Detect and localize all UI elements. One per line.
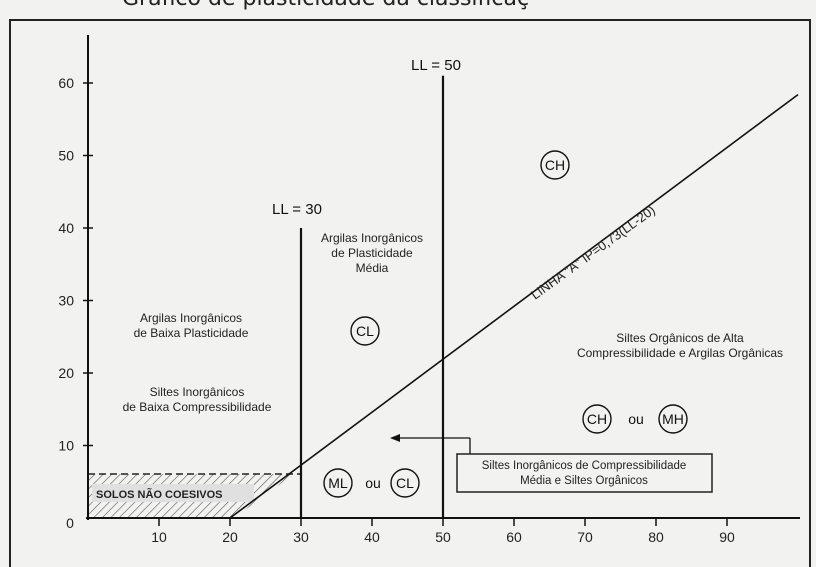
callout-line2: Média e Siltes Orgânicos xyxy=(520,475,648,487)
ch-circle-right xyxy=(582,404,612,434)
region-medium-clay-line2: de Plasticidade xyxy=(331,246,413,260)
ch-circle-top xyxy=(540,150,570,180)
ml-circle xyxy=(323,468,353,498)
y-tick-label: 10 xyxy=(58,438,74,454)
region-high-organic: Siltes Orgânicos de Alta Compressibilida… xyxy=(577,331,783,360)
y-tick-label: 40 xyxy=(58,220,74,236)
ll30-label: LL = 30 xyxy=(272,201,322,218)
x-tick-label: 0 xyxy=(66,515,74,531)
region-low-silt-line2: de Baixa Compressibilidade xyxy=(123,400,272,414)
non-cohesive-label: SOLOS NÃO COESIVOS xyxy=(96,488,223,501)
y-tick-label: 50 xyxy=(58,148,74,164)
non-cohesive-label-bg xyxy=(92,484,254,502)
callout-arrowhead xyxy=(390,434,400,442)
page-title: Gráfico de plasticidade da classificaç xyxy=(122,0,529,11)
cl-circle-mid xyxy=(350,316,380,346)
x-tick-label: 10 xyxy=(151,529,167,545)
cl-symbol-mid: CL xyxy=(356,323,374,339)
region-high-organic-line2: Compressibilidade e Argilas Orgânicas xyxy=(577,346,783,360)
x-tick-label: 20 xyxy=(222,529,238,545)
region-medium-clay-line1: Argilas Inorgânicos xyxy=(321,231,423,245)
a-line xyxy=(229,93,799,519)
cl-symbol-low: CL xyxy=(396,475,414,491)
x-tick-label: 60 xyxy=(506,529,522,545)
ou-text-low: ou xyxy=(365,475,381,491)
ll50-label: LL = 50 xyxy=(411,57,461,74)
x-tick-label: 50 xyxy=(435,529,451,545)
region-medium-clay: Argilas Inorgânicos de Plasticidade Médi… xyxy=(321,231,423,275)
y-tick-label: 20 xyxy=(58,365,74,381)
region-low-silt-line1: Siltes Inorgânicos xyxy=(150,385,245,399)
ch-symbol-right: CH xyxy=(587,411,607,427)
region-low-silt: Siltes Inorgânicos de Baixa Compressibil… xyxy=(123,385,272,414)
region-low-clay-line2: de Baixa Plasticidade xyxy=(134,326,249,340)
mh-circle xyxy=(658,404,688,434)
x-tick-label: 70 xyxy=(577,529,593,545)
ou-text-right: ou xyxy=(628,411,644,427)
y-tick-label: 30 xyxy=(58,293,74,309)
mh-symbol: MH xyxy=(662,411,684,427)
ch-symbol-top: CH xyxy=(545,157,565,173)
region-low-clay: Argilas Inorgânicos de Baixa Plasticidad… xyxy=(134,311,249,340)
region-low-clay-line1: Argilas Inorgânicos xyxy=(140,311,242,325)
ml-symbol: ML xyxy=(328,475,348,491)
x-tick-label: 30 xyxy=(293,529,309,545)
region-high-organic-line1: Siltes Orgânicos de Alta xyxy=(616,331,744,345)
callout-line1: Siltes Inorgânicos de Compressibilidade xyxy=(482,460,687,472)
x-tick-label: 40 xyxy=(364,529,380,545)
x-tick-label: 80 xyxy=(648,529,664,545)
y-tick-label: 60 xyxy=(58,75,74,91)
callout-box xyxy=(456,453,713,493)
region-medium-clay-line3: Média xyxy=(356,261,389,275)
cl-circle-low xyxy=(390,468,420,498)
x-tick-label: 90 xyxy=(719,529,735,545)
